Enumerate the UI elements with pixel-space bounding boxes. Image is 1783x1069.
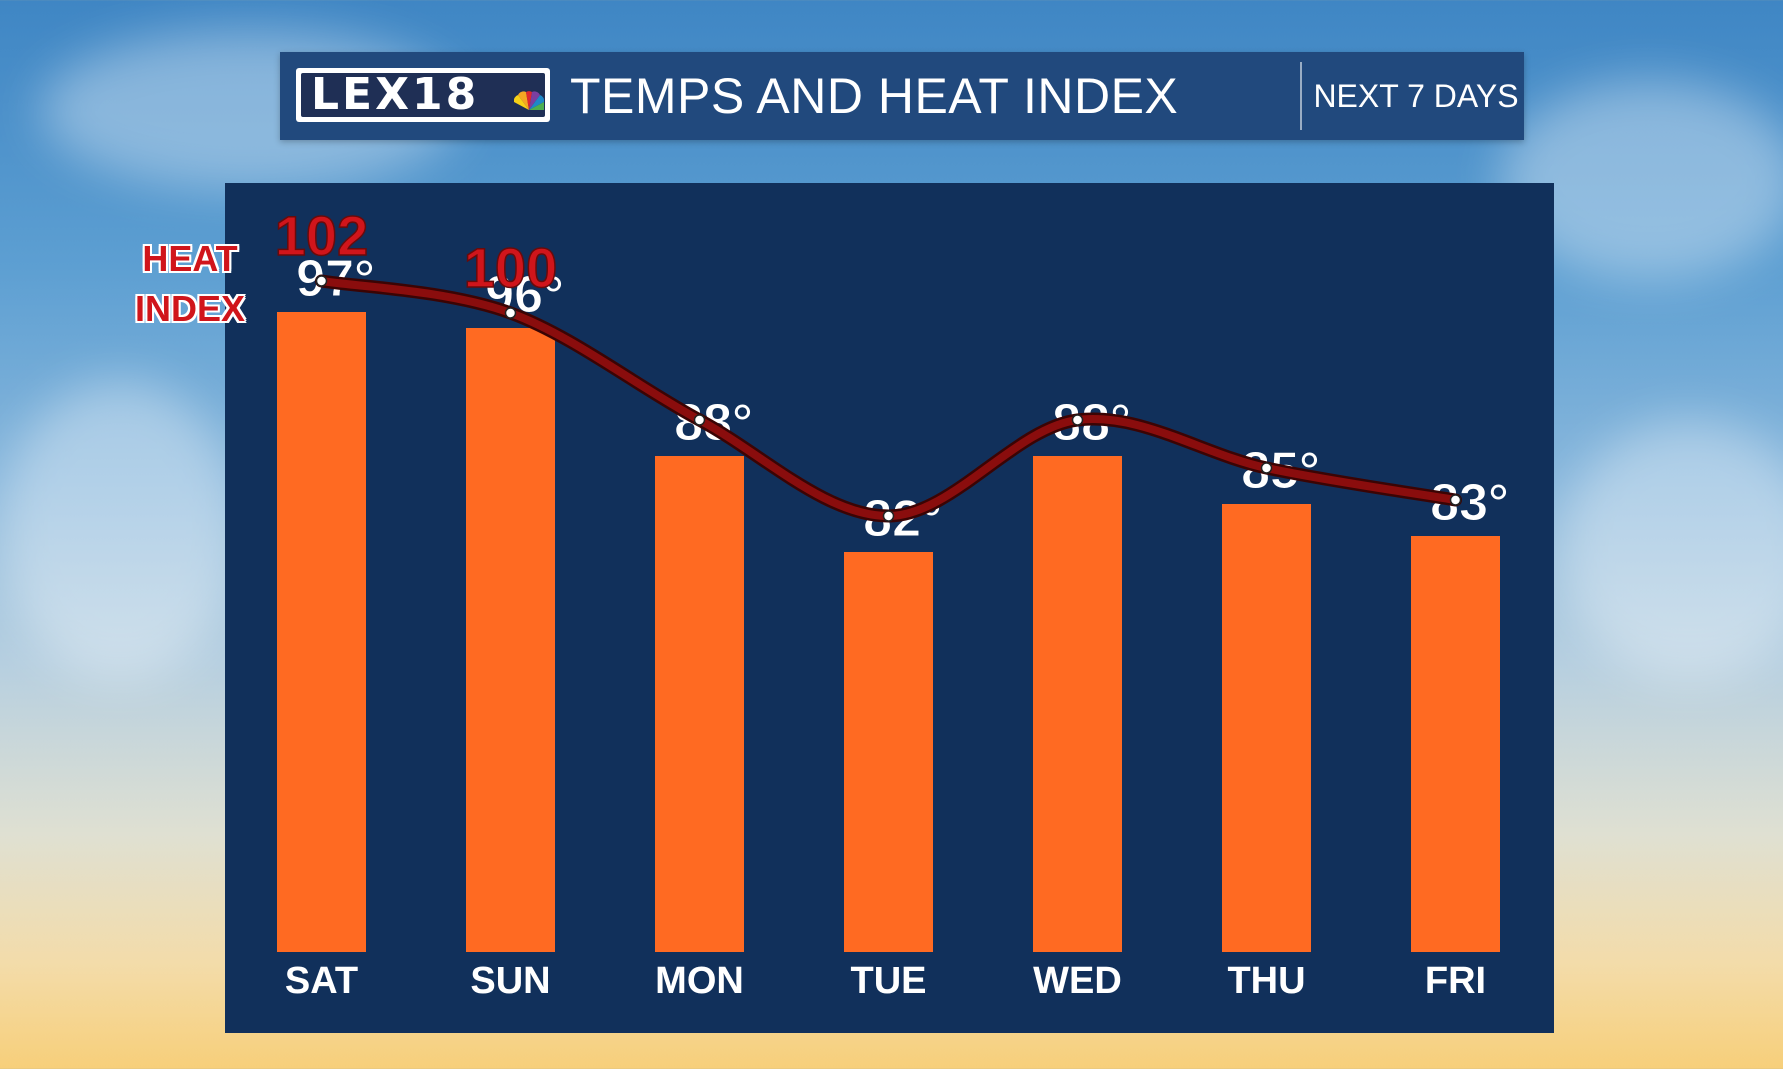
tick-label: FRI xyxy=(1425,960,1486,1002)
bar xyxy=(1411,536,1500,952)
heat-index-point xyxy=(315,275,328,287)
cloud xyxy=(1560,420,1783,680)
header-divider xyxy=(1300,62,1302,130)
heat-index-point xyxy=(1260,462,1273,474)
heat-index-value-label: 102 xyxy=(275,204,368,267)
tick-label: WED xyxy=(1033,960,1122,1002)
bar xyxy=(844,552,933,952)
logo-text: LEX18 xyxy=(311,69,480,120)
page-title: TEMPS AND HEAT INDEX xyxy=(570,68,1179,124)
tick-label: TUE xyxy=(851,960,927,1002)
tick-label: MON xyxy=(655,960,744,1002)
heat-index-point xyxy=(1449,494,1462,506)
bar xyxy=(655,456,744,952)
bar xyxy=(1033,456,1122,952)
tick-label: SAT xyxy=(285,960,358,1002)
heat-index-point xyxy=(693,414,706,426)
heat-index-value-label: 100 xyxy=(464,236,557,299)
bar xyxy=(1222,504,1311,952)
tick-label: SUN xyxy=(470,960,550,1002)
peacock-icon xyxy=(514,91,544,110)
bar xyxy=(277,312,366,952)
cloud xyxy=(0,380,240,680)
heat-index-point xyxy=(504,307,517,319)
heat-index-point xyxy=(882,510,895,522)
header-bar: LEX18 TEMPS AND HEAT INDEX NEXT 7 DAYS xyxy=(280,52,1524,140)
station-logo: LEX18 xyxy=(296,68,550,122)
heat-index-point xyxy=(1071,414,1084,426)
forecast-range: NEXT 7 DAYS xyxy=(1313,78,1519,114)
bar xyxy=(466,328,555,952)
tick-label: THU xyxy=(1227,960,1305,1002)
heat-index-legend-label: HEAT INDEX xyxy=(134,238,246,329)
